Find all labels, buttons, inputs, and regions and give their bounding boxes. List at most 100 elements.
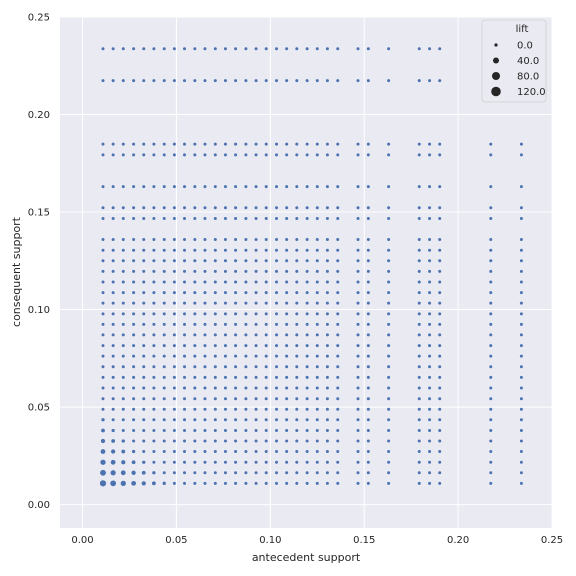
scatter-point — [121, 79, 125, 83]
scatter-point — [203, 460, 207, 464]
scatter-point — [101, 407, 105, 411]
scatter-point — [111, 449, 116, 454]
scatter-point — [366, 450, 370, 454]
scatter-point — [193, 206, 197, 210]
scatter-point — [315, 301, 319, 305]
scatter-point — [101, 153, 105, 157]
scatter-point — [213, 471, 217, 475]
scatter-point — [275, 280, 279, 284]
scatter-point — [183, 142, 187, 146]
scatter-point — [162, 344, 166, 348]
scatter-point — [162, 439, 166, 443]
scatter-point — [244, 481, 248, 485]
scatter-point — [254, 269, 258, 273]
scatter-point — [172, 481, 176, 485]
scatter-point — [366, 216, 370, 220]
scatter-point — [244, 375, 248, 379]
scatter-point — [325, 153, 329, 157]
scatter-point — [325, 79, 329, 83]
scatter-point — [438, 312, 442, 316]
scatter-point — [172, 450, 176, 454]
scatter-point — [203, 471, 207, 475]
scatter-point — [315, 153, 319, 157]
scatter-point — [111, 47, 115, 51]
scatter-point — [193, 238, 197, 242]
scatter-point — [275, 206, 279, 210]
scatter-point — [142, 365, 146, 369]
scatter-point — [203, 185, 207, 189]
scatter-point — [519, 206, 523, 210]
scatter-point — [142, 418, 146, 422]
scatter-point — [325, 206, 329, 210]
scatter-point — [417, 460, 421, 464]
scatter-point — [193, 344, 197, 348]
scatter-point — [366, 344, 370, 348]
scatter-point — [183, 333, 187, 337]
scatter-point — [366, 79, 370, 83]
y-tick-label: 0.05 — [28, 403, 50, 414]
scatter-point — [162, 259, 166, 263]
scatter-point — [101, 185, 105, 189]
scatter-point — [244, 142, 248, 146]
scatter-point — [162, 79, 166, 83]
scatter-point — [254, 375, 258, 379]
scatter-point — [336, 216, 340, 220]
scatter-point — [203, 248, 207, 252]
scatter-point — [244, 418, 248, 422]
scatter-point — [264, 322, 268, 326]
scatter-point — [223, 322, 227, 326]
scatter-point — [489, 216, 493, 220]
scatter-point — [519, 153, 523, 157]
scatter-point — [254, 248, 258, 252]
scatter-point — [223, 386, 227, 390]
scatter-point — [101, 397, 105, 401]
scatter-point — [223, 291, 227, 295]
scatter-point — [213, 365, 217, 369]
scatter-point — [356, 460, 360, 464]
legend-box — [481, 19, 547, 103]
scatter-point — [244, 344, 248, 348]
scatter-point — [193, 481, 197, 485]
scatter-point — [183, 322, 187, 326]
scatter-point — [254, 322, 258, 326]
scatter-point — [489, 428, 493, 432]
scatter-point — [111, 248, 115, 252]
scatter-point — [366, 428, 370, 432]
scatter-point — [203, 79, 207, 83]
scatter-point — [366, 238, 370, 242]
scatter-point — [234, 280, 238, 284]
scatter-point — [336, 47, 340, 51]
scatter-point — [162, 291, 166, 295]
scatter-point — [285, 428, 289, 432]
scatter-point — [387, 280, 391, 284]
scatter-point — [264, 291, 268, 295]
scatter-point — [315, 428, 319, 432]
scatter-point — [336, 301, 340, 305]
scatter-point — [223, 269, 227, 273]
scatter-point — [428, 375, 432, 379]
scatter-point — [428, 312, 432, 316]
scatter-point — [336, 322, 340, 326]
scatter-point — [275, 238, 279, 242]
scatter-point — [111, 344, 115, 348]
scatter-point — [325, 460, 329, 464]
scatter-point — [315, 238, 319, 242]
scatter-point — [387, 79, 391, 83]
scatter-point — [244, 471, 248, 475]
scatter-point — [264, 206, 268, 210]
scatter-point — [101, 259, 105, 263]
scatter-point — [305, 460, 309, 464]
scatter-point — [428, 142, 432, 146]
scatter-point — [438, 301, 442, 305]
scatter-point — [121, 439, 125, 443]
scatter-point — [295, 322, 299, 326]
scatter-point — [132, 322, 136, 326]
scatter-point — [142, 206, 146, 210]
scatter-point — [285, 153, 289, 157]
scatter-point — [295, 238, 299, 242]
scatter-point — [121, 397, 125, 401]
scatter-point — [315, 259, 319, 263]
scatter-point — [223, 153, 227, 157]
scatter-point — [295, 450, 299, 454]
scatter-point — [152, 386, 156, 390]
